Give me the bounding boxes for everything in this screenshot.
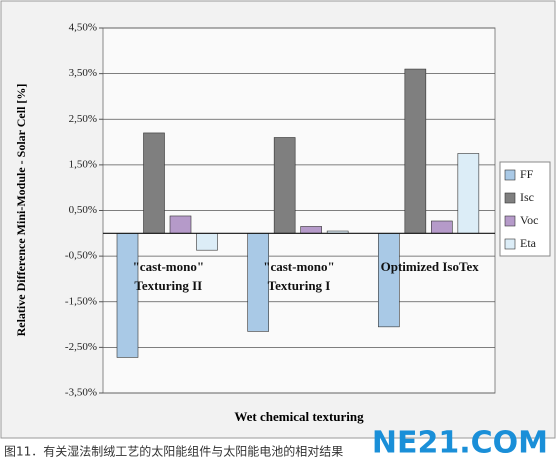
bar [457,153,480,234]
y-tick-label: -2,50% [65,341,97,353]
bar [143,132,165,234]
x-category-label: "cast-mono" Texturing I [263,259,334,293]
bar [169,215,192,234]
y-tick-label: -1,50% [65,295,97,307]
label-line: Texturing I [268,278,331,293]
legend-swatch [504,215,516,227]
legend-label: Voc [520,213,538,227]
bar [431,220,453,234]
y-tick-label: -3,50% [65,387,97,399]
y-tick-label: 1,50% [69,158,97,170]
bar [116,233,139,358]
y-tick-label: -0,50% [65,250,97,262]
label-line: "cast-mono" [263,259,334,274]
y-tick-label: 0,50% [69,204,97,216]
y-tick-label: 2,50% [69,113,97,125]
y-tick-label: 3,50% [69,67,97,79]
label-line: "cast-mono" [133,259,204,274]
legend-swatch [504,238,516,250]
legend-swatch [504,192,516,204]
watermark: NE21.COM [372,426,548,461]
x-category-label: "cast-mono" Texturing II [133,259,204,293]
label-line: Optimized IsoTex [381,259,480,274]
legend-swatch [504,169,516,181]
x-axis-title: Wet chemical texturing [234,409,364,424]
x-category-label: Optimized IsoTex [381,259,480,274]
bar [300,226,322,234]
bar [196,233,218,251]
y-axis-title: Relative Difference Mini-Module - Solar … [14,84,28,337]
bar [247,233,269,332]
bar [378,233,400,328]
legend-label: FF [520,167,534,181]
label-line: Texturing II [134,278,202,293]
y-tick-label: 4,50% [69,22,97,34]
bar [273,137,296,234]
bar [404,68,427,234]
legend-label: Eta [520,236,537,250]
legend-label: Isc [520,190,534,204]
caption: 图11．有关湿法制绒工艺的太阳能组件与太阳能电池的相对结果 [4,444,343,459]
